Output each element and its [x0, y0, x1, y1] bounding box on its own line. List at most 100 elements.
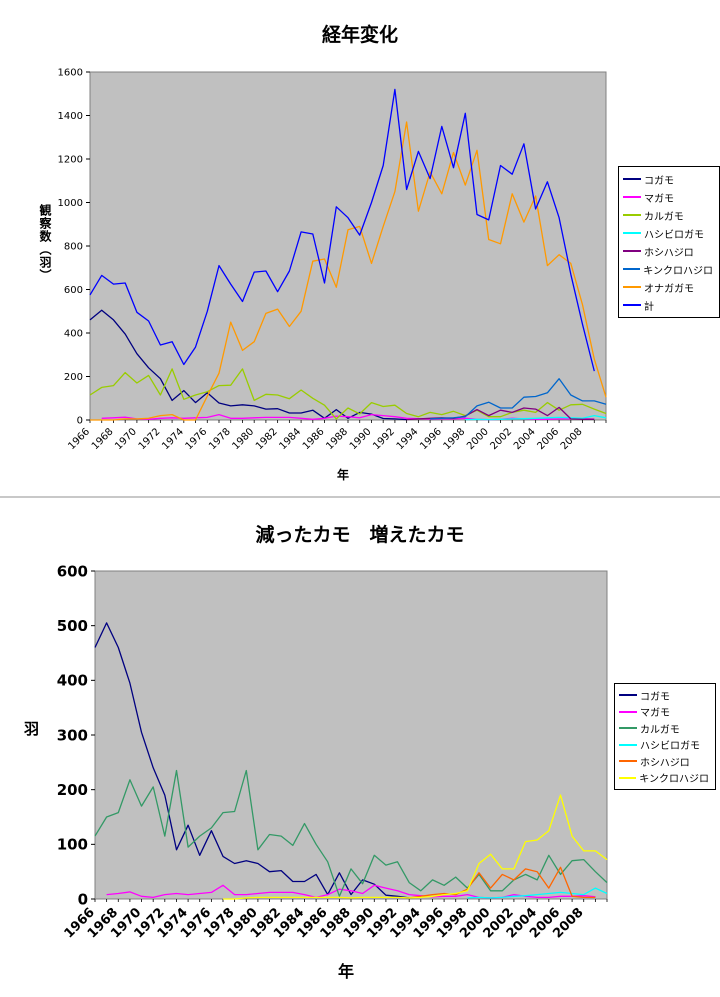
x-tick-label: 1992	[371, 426, 397, 452]
legend-label: キンクロハジロ	[643, 265, 713, 277]
series-line-6	[90, 121, 607, 421]
legend-swatch	[623, 304, 641, 306]
series-line-5	[223, 794, 608, 900]
y-tick-label: 100	[57, 836, 88, 854]
legend-swatch	[623, 250, 641, 252]
x-tick-label: 1986	[301, 426, 327, 452]
legend-swatch	[619, 760, 637, 763]
y-tick-label: 0	[78, 890, 88, 908]
x-tick-label: 2000	[465, 426, 491, 452]
legend-item: ハシビロガモ	[623, 224, 713, 242]
series-line-0	[89, 309, 407, 421]
x-tick-label: 2006	[535, 426, 561, 452]
legend-item: ホシハジロ	[623, 242, 713, 260]
y-tick-label: 300	[57, 726, 88, 744]
legend-label: オナガガモ	[644, 283, 694, 295]
legend-item: コガモ	[619, 687, 709, 704]
series-line-5	[430, 378, 607, 420]
x-tick-label: 1974	[160, 426, 186, 452]
x-tick-label: 1994	[395, 426, 421, 452]
y-tick-label: 600	[64, 285, 83, 296]
x-tick-label: 1968	[90, 426, 116, 452]
legend-item: カルガモ	[619, 720, 709, 737]
x-axis-label: 年	[337, 468, 350, 482]
x-tick-label: 1976	[184, 426, 210, 452]
x-tick-label: 1996	[418, 426, 444, 452]
y-tick-label: 600	[57, 562, 88, 580]
legend-label: コガモ	[644, 175, 674, 187]
legend-label: カルガモ	[640, 724, 680, 736]
x-tick-label: 1998	[442, 426, 468, 452]
legend-label: ハシビロガモ	[640, 741, 700, 753]
y-tick-label: 400	[57, 672, 88, 690]
x-tick-label: 1978	[207, 426, 233, 452]
legend-item: カルガモ	[623, 206, 713, 224]
y-axis-label: 羽	[24, 720, 40, 738]
legend-item: キンクロハジロ	[623, 260, 713, 278]
legend-swatch	[619, 710, 637, 713]
legend-swatch	[619, 694, 637, 697]
legend-item: オナガガモ	[623, 278, 713, 296]
y-tick-label: 1400	[58, 111, 83, 122]
x-tick-label: 2004	[512, 426, 538, 452]
legend-swatch	[619, 727, 637, 730]
chart-top-plot: 0200400600800100012001400160019661968197…	[58, 68, 607, 452]
legend-label: キンクロハジロ	[639, 774, 709, 786]
legend-item: ハシビロガモ	[619, 737, 709, 754]
series-line-4	[409, 866, 596, 899]
x-tick-label: 1984	[277, 426, 303, 452]
legend-label: カルガモ	[644, 211, 684, 223]
legend-item: マガモ	[623, 188, 713, 206]
chart-top: 経年変化 0 200 400 600 800 1000 1200 1400 1600 1966 19…	[0, 0, 720, 495]
y-tick-label: 200	[64, 372, 83, 383]
legend-label: マガモ	[640, 708, 670, 720]
series-line-3	[467, 887, 608, 899]
legend-label: ホシハジロ	[640, 757, 690, 769]
y-tick-label: 800	[64, 242, 83, 253]
y-tick-label: 500	[57, 617, 88, 635]
legend-swatch	[623, 214, 641, 216]
x-tick-label: 2002	[489, 426, 515, 452]
legend-label: コガモ	[640, 691, 670, 703]
legend-swatch	[623, 196, 641, 198]
y-tick-label: 1200	[58, 155, 83, 166]
series-line-2	[89, 368, 607, 420]
series-line-0	[94, 622, 410, 899]
legend-swatch	[623, 286, 641, 288]
x-tick-label: 1982	[254, 426, 280, 452]
series-line-2	[94, 769, 608, 897]
legend-label: マガモ	[644, 193, 674, 205]
plot-area	[89, 71, 607, 421]
x-axis-label: 年	[338, 962, 355, 981]
legend-item: マガモ	[619, 704, 709, 721]
legend-swatch	[623, 178, 641, 180]
x-tick-label: 1966	[66, 426, 92, 452]
y-tick-label: 1000	[58, 198, 83, 209]
series-line-3	[465, 414, 607, 421]
x-tick-label: 2008	[559, 426, 585, 452]
legend-swatch	[619, 743, 637, 746]
legend-label: ハシビロガモ	[644, 229, 704, 241]
x-tick-label: 1972	[137, 426, 163, 452]
legend-swatch	[623, 232, 641, 234]
legend-item: コガモ	[623, 170, 713, 188]
x-tick-label: 1988	[324, 426, 350, 452]
y-axis-label: 観察数（羽）	[38, 204, 52, 282]
y-tick-label: 400	[64, 329, 83, 340]
legend-item: ホシハジロ	[619, 753, 709, 770]
y-tick-label: 0	[77, 416, 83, 427]
y-tick-label: 1600	[58, 68, 83, 79]
chart-title: 経年変化	[321, 24, 398, 46]
x-tick-label: 1980	[231, 426, 257, 452]
legend-item: キンクロハジロ	[619, 770, 709, 787]
x-tick-label: 1970	[113, 426, 139, 452]
x-tick-label: 1990	[348, 426, 374, 452]
chart-title: 減ったカモ 増えたカモ	[255, 524, 465, 546]
legend-label: ホシハジロ	[644, 247, 694, 259]
legend-swatch	[619, 776, 637, 779]
legend-item: 計	[623, 296, 713, 314]
series-line-7	[89, 88, 595, 372]
plot-area	[94, 570, 608, 900]
y-tick-label: 200	[57, 781, 88, 799]
legend-swatch	[623, 268, 641, 270]
